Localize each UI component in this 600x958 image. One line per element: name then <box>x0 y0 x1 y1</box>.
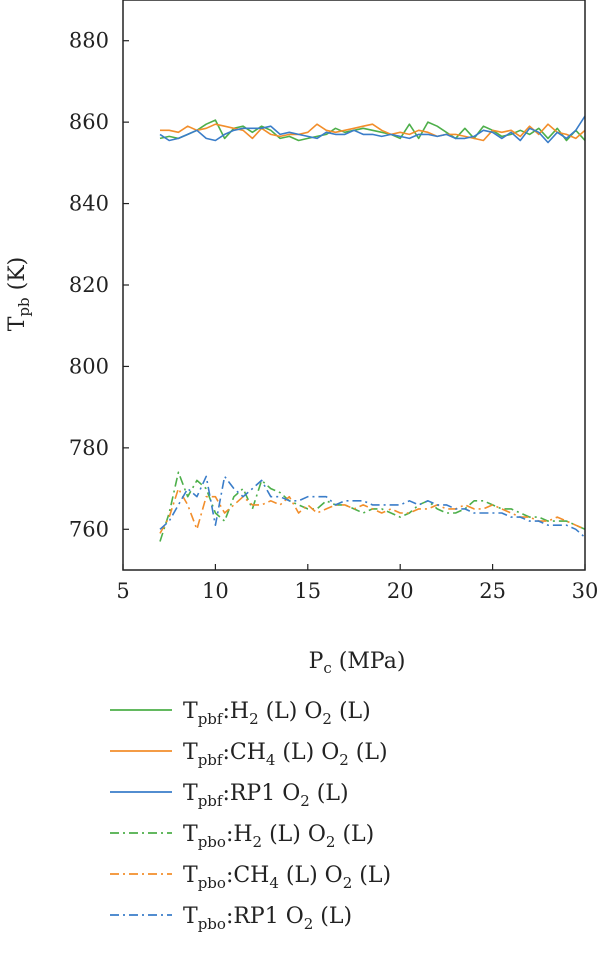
legend-entry-1: Tpbf:CH4 (L) O2 (L) <box>183 740 388 769</box>
legend-entry-4-part-5: 2 <box>343 874 353 892</box>
legend: Tpbf:H2 (L) O2 (L)Tpbf:CH4 (L) O2 (L)Tpb… <box>110 699 391 933</box>
legend-entry-2-part-0: T <box>183 781 198 806</box>
legend-entry-4-part-4: (L) O <box>279 863 343 888</box>
legend-entry-5-part-4: (L) <box>313 904 352 929</box>
legend-entry-3-part-3: 2 <box>253 833 263 851</box>
legend-entry-0: Tpbf:H2 (L) O2 (L) <box>183 699 371 728</box>
plot-frame <box>122 0 586 571</box>
legend-entry-5: Tpbo:RP1 O2 (L) <box>183 904 352 933</box>
series-layer <box>159 115 585 542</box>
legend-entry-3-part-2: :H <box>226 822 253 847</box>
legend-entry-4: Tpbo:CH4 (L) O2 (L) <box>183 863 391 892</box>
x-tick-label-3: 20 <box>387 579 414 603</box>
legend-entry-0-part-4: (L) O <box>259 699 323 724</box>
legend-entry-1-part-4: (L) O <box>275 740 339 765</box>
legend-entry-4-part-1: pbo <box>198 874 226 892</box>
x-tick-label-2: 15 <box>294 579 321 603</box>
legend-entry-5-part-0: T <box>183 904 198 929</box>
legend-entry-1-part-2: :CH <box>222 740 265 765</box>
legend-entry-5-part-1: pbo <box>198 915 226 933</box>
legend-entry-4-part-3: 4 <box>269 874 279 892</box>
legend-entry-3: Tpbo:H2 (L) O2 (L) <box>183 822 374 851</box>
x-tick-label-5: 30 <box>572 579 599 603</box>
series-line-1 <box>160 123 585 142</box>
y-tick-label-2: 800 <box>69 354 109 378</box>
legend-entry-2-part-2: :RP1 O <box>222 781 300 806</box>
legend-entry-0-part-1: pbf <box>198 710 224 728</box>
y-axis-label: Tpb (K) <box>5 257 33 332</box>
x-axis-label: Pc (MPa) <box>309 649 406 677</box>
legend-entry-1-part-3: 4 <box>266 751 276 769</box>
legend-entry-4-part-2: :CH <box>226 863 269 888</box>
legend-entry-0-part-2: :H <box>222 699 249 724</box>
x-tick-label-4: 25 <box>479 579 506 603</box>
y-tick-label-1: 780 <box>69 436 109 460</box>
y-axis-label-unit: (K) <box>5 257 30 298</box>
legend-entry-2-part-4: (L) <box>310 781 349 806</box>
legend-entry-3-part-0: T <box>183 822 198 847</box>
legend-entry-2-part-1: pbf <box>198 792 224 810</box>
legend-entry-5-part-3: 2 <box>304 915 314 933</box>
legend-entry-2-part-3: 2 <box>300 792 310 810</box>
legend-entry-1-part-5: 2 <box>339 751 349 769</box>
y-tick-label-5: 860 <box>69 110 109 134</box>
legend-entry-4-part-6: (L) <box>352 863 391 888</box>
legend-entry-1-part-6: (L) <box>349 740 388 765</box>
legend-entry-5-part-2: :RP1 O <box>226 904 304 929</box>
y-tick-label-0: 760 <box>69 517 109 541</box>
legend-entry-3-part-6: (L) <box>335 822 374 847</box>
legend-entry-0-part-5: 2 <box>322 710 332 728</box>
series-line-4 <box>159 487 585 534</box>
legend-entry-0-part-0: T <box>183 699 198 724</box>
y-axis-label-sub: pb <box>15 297 33 316</box>
legend-entry-1-part-1: pbf <box>198 751 224 769</box>
legend-entry-3-part-4: (L) O <box>262 822 326 847</box>
x-tick-label-0: 5 <box>116 579 129 603</box>
legend-entry-4-part-0: T <box>183 863 198 888</box>
legend-entry-3-part-1: pbo <box>198 833 226 851</box>
x-axis-label-sub: c <box>323 659 331 677</box>
y-tick-label-4: 840 <box>69 192 109 216</box>
legend-entry-1-part-0: T <box>183 740 198 765</box>
legend-entry-2: Tpbf:RP1 O2 (L) <box>183 781 349 810</box>
legend-entry-0-part-6: (L) <box>332 699 371 724</box>
series-line-5 <box>159 475 585 539</box>
axis-ticks: 5 10 15 20 25 30 760 780 800 820 840 860 880 <box>69 29 598 603</box>
series-line-2 <box>159 115 585 144</box>
x-tick-label-1: 10 <box>202 579 229 603</box>
x-axis-label-unit: (MPa) <box>332 649 406 674</box>
x-axis-label-main: P <box>309 649 324 674</box>
legend-entry-0-part-3: 2 <box>249 710 259 728</box>
series-line-0 <box>159 119 585 142</box>
y-tick-label-6: 880 <box>69 29 109 53</box>
y-tick-label-3: 820 <box>69 273 109 297</box>
legend-entry-3-part-5: 2 <box>326 833 336 851</box>
y-axis-label-main: T <box>5 316 30 331</box>
